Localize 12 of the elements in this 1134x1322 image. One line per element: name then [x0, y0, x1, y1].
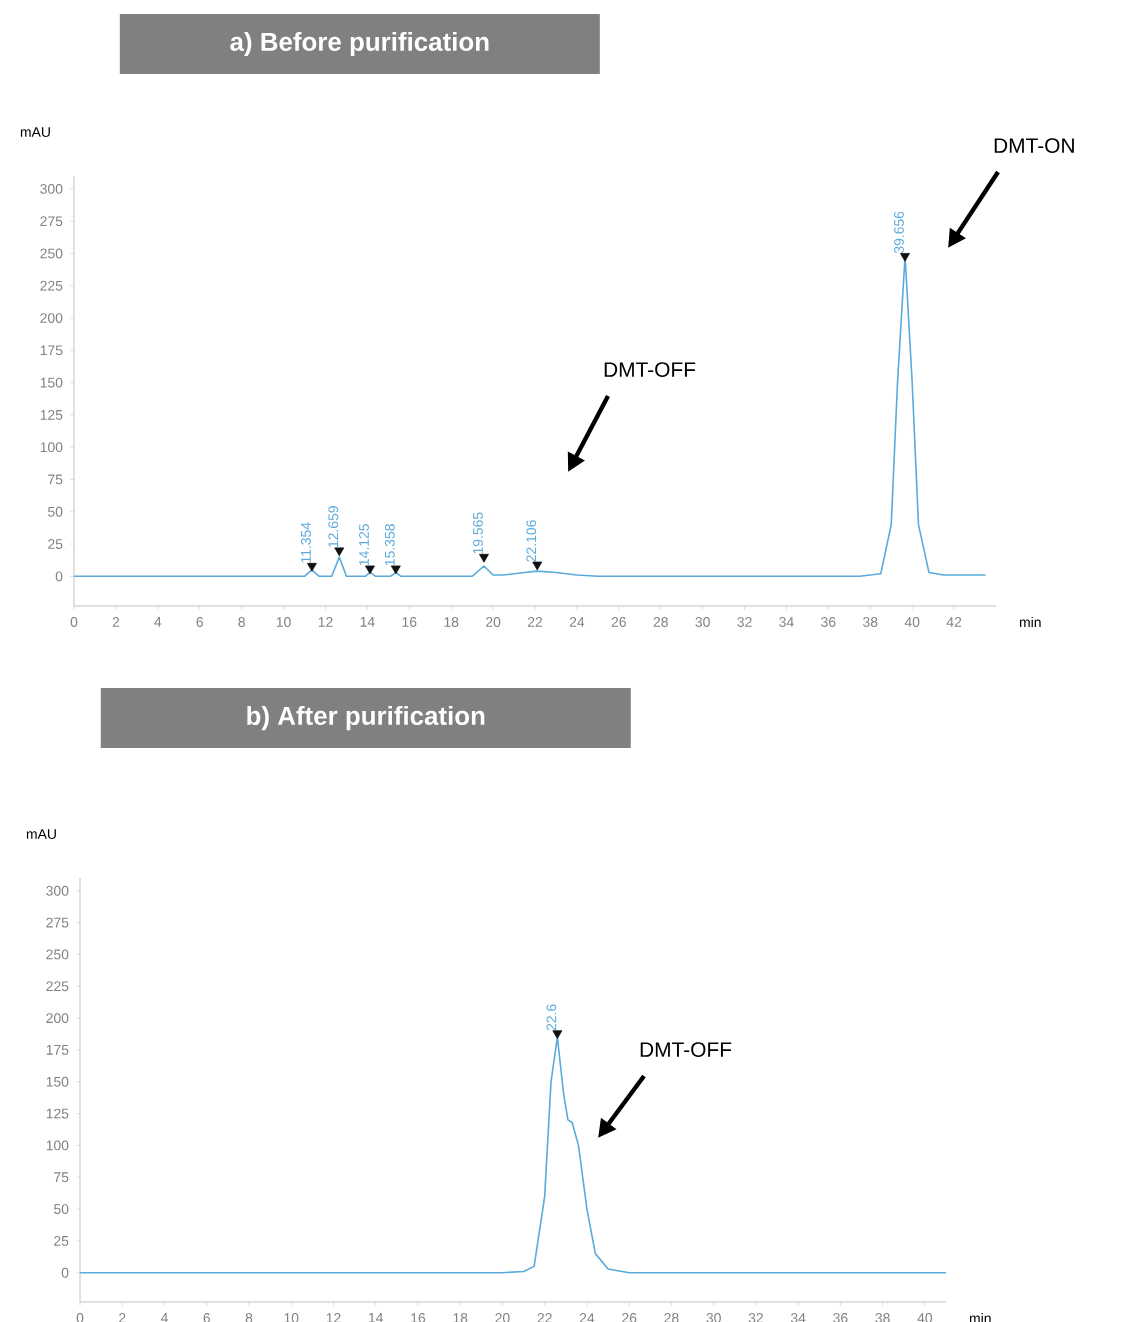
text: DMT-ON	[994, 138, 1074, 153]
point	[900, 253, 910, 262]
chart-title: b) After purification	[247, 705, 485, 731]
point	[479, 553, 489, 563]
chart-title: a) Before purification	[230, 31, 489, 57]
annotation: DMT-OFF	[640, 1042, 732, 1057]
annotation: DMT-OFF	[604, 362, 696, 377]
point	[307, 562, 317, 572]
point	[365, 565, 375, 575]
point	[532, 561, 543, 571]
point	[334, 547, 345, 557]
point	[390, 565, 401, 575]
